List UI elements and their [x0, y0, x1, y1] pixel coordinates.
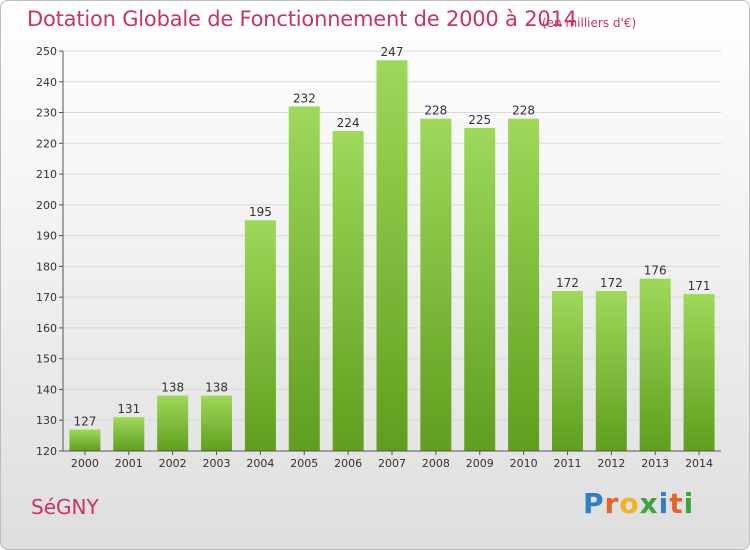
y-tick-label: 210 [36, 168, 57, 181]
data-label: 172 [600, 276, 623, 290]
bar [639, 278, 671, 451]
y-tick-label: 180 [36, 260, 57, 273]
x-tick-label: 2014 [685, 457, 713, 470]
x-tick-label: 2010 [510, 457, 538, 470]
bar [244, 220, 276, 451]
data-label: 225 [468, 113, 491, 127]
data-label: 171 [688, 279, 711, 293]
bar [683, 294, 715, 451]
x-tick-label: 2006 [334, 457, 362, 470]
y-tick-label: 140 [36, 383, 57, 396]
data-label: 232 [293, 91, 316, 105]
y-tick-label: 130 [36, 414, 57, 427]
bar [595, 291, 627, 451]
x-tick-label: 2002 [159, 457, 187, 470]
x-axis: 2000 2001 2002 2003 2004 2005 2006 2007 2008 2009… [63, 450, 721, 470]
data-label: 224 [337, 116, 360, 130]
y-axis: 120 130 140 150 160 170 180 190 200 210 220 230 240 2… [36, 45, 64, 458]
x-tick-label: 2011 [553, 457, 581, 470]
bar [464, 127, 496, 451]
logo-letter: P [583, 487, 605, 520]
bar [332, 131, 364, 451]
x-tick-label: 2004 [246, 457, 274, 470]
chart-title: Dotation Globale de Fonctionnement de 20… [27, 7, 577, 31]
y-tick-label: 250 [36, 45, 57, 58]
y-tick-label: 160 [36, 322, 57, 335]
y-tick-label: 230 [36, 107, 57, 120]
commune-name: SéGNY [31, 495, 99, 519]
data-label: 138 [161, 381, 184, 395]
logo-letter: r [604, 487, 620, 520]
x-tick-label: 2008 [422, 457, 450, 470]
data-label: 228 [512, 104, 535, 118]
x-tick-label: 2009 [466, 457, 494, 470]
data-label: 172 [556, 276, 579, 290]
bar [201, 395, 233, 451]
bar [376, 60, 408, 451]
chart-subtitle: (en milliers d'€) [542, 16, 637, 30]
data-label: 127 [73, 414, 96, 428]
y-tick-label: 220 [36, 137, 57, 150]
bar [157, 395, 189, 451]
logo-letter: i [683, 487, 695, 520]
logo-letter: i [658, 487, 670, 520]
y-tick-label: 190 [36, 230, 57, 243]
x-tick-label: 2001 [115, 457, 143, 470]
x-tick-label: 2005 [290, 457, 318, 470]
logo-letter: t [669, 487, 684, 520]
x-tick-label: 2013 [641, 457, 669, 470]
proxiti-logo[interactable]: Proxiti [583, 487, 694, 520]
bar [508, 118, 540, 451]
data-label: 195 [249, 205, 272, 219]
x-tick-label: 2000 [71, 457, 99, 470]
bar [420, 118, 452, 451]
y-tick-label: 240 [36, 76, 57, 89]
bars [69, 60, 715, 451]
x-tick-label: 2007 [378, 457, 406, 470]
bar [551, 291, 583, 451]
data-label: 247 [381, 45, 404, 59]
x-tick-label: 2003 [203, 457, 231, 470]
data-label: 228 [424, 104, 447, 118]
data-label: 131 [117, 402, 140, 416]
data-label: 138 [205, 381, 228, 395]
x-tick-label: 2012 [597, 457, 625, 470]
logo-letter: o [619, 487, 640, 520]
logo-letter: x [639, 487, 659, 520]
y-tick-label: 150 [36, 353, 57, 366]
y-tick-label: 170 [36, 291, 57, 304]
bar [69, 429, 101, 451]
data-label: 176 [644, 264, 667, 278]
bar [288, 106, 320, 451]
y-tick-label: 200 [36, 199, 57, 212]
bar [113, 417, 145, 451]
data-labels: 127 131 138 138 195 232 224 247 228 225 228 172 172 1… [73, 45, 710, 428]
y-tick-label: 120 [36, 445, 57, 458]
